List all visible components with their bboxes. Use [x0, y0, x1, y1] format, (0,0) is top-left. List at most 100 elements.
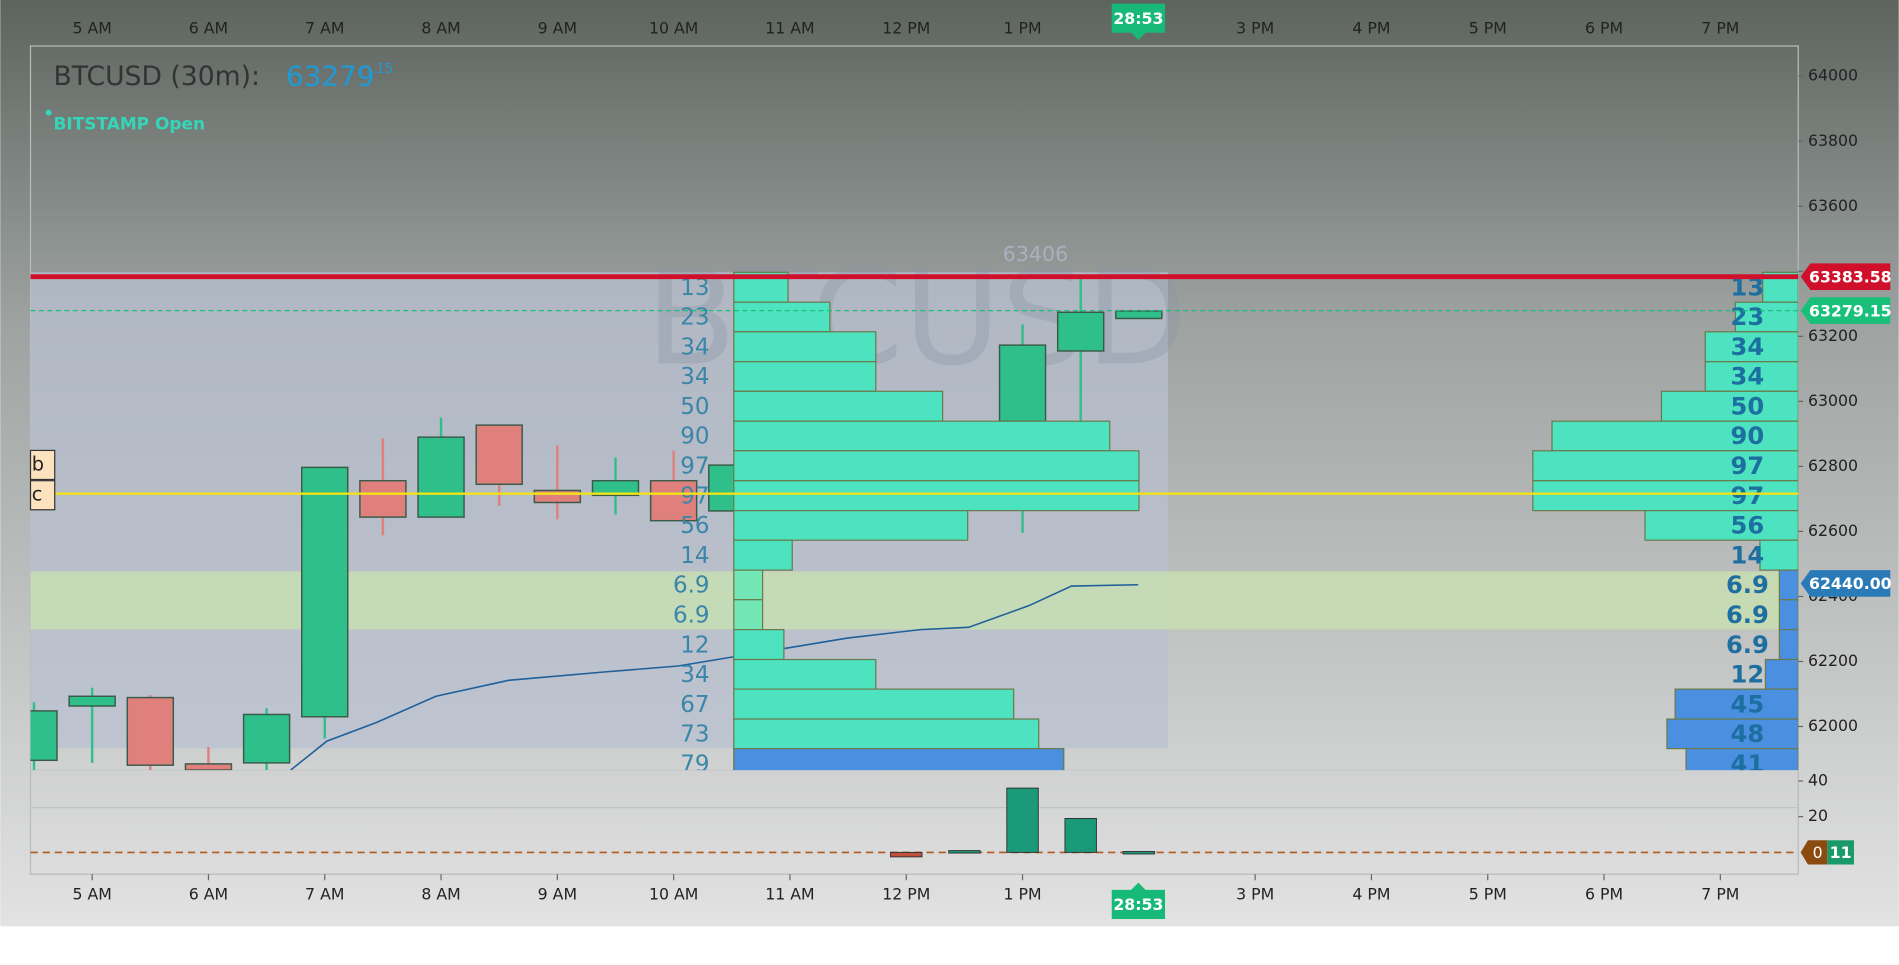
profile-label: 23 [680, 305, 709, 331]
profile-label: 50 [680, 394, 709, 420]
profile-label: 97 [1731, 452, 1765, 480]
x-tick-label-top: 5 AM [72, 19, 111, 38]
x-tick-label-top: 5 PM [1469, 19, 1507, 38]
candle-body [359, 479, 407, 518]
profile-label: 97 [1731, 482, 1765, 510]
y-tick-label: 64000 [1808, 66, 1858, 85]
profile-label: 97 [680, 483, 709, 509]
x-tick-label: 5 AM [72, 884, 111, 903]
main-pane: BTCUSD132334345090979756146.96.912346773… [30, 241, 1799, 778]
left-tag: b [32, 452, 44, 475]
profile-bar [1778, 569, 1799, 601]
candle-body [242, 713, 291, 764]
y-tick-label: 63200 [1808, 326, 1858, 345]
profile-label: 14 [1731, 541, 1765, 569]
countdown-box [1111, 882, 1166, 919]
profile-bar [733, 450, 1140, 482]
profile-bar [1704, 361, 1799, 392]
profile-label: 41 [1731, 750, 1765, 778]
profile-bar [733, 658, 877, 690]
x-tick-label-top: 3 PM [1236, 19, 1274, 38]
x-tick-label-top: 7 AM [305, 19, 344, 38]
profile-bar [1551, 420, 1799, 452]
x-tick-label-top: 1 PM [1004, 19, 1042, 38]
profile-label: 90 [680, 424, 709, 450]
profile-bar [733, 510, 969, 541]
x-tick-label: 3 PM [1236, 884, 1274, 903]
profile-label: 79 [680, 751, 709, 777]
status-dot [45, 109, 52, 116]
highlight-zone [30, 571, 1799, 630]
x-tick-label: 1 PM [1004, 884, 1042, 903]
candle-body [1115, 310, 1163, 320]
left-tag: c [32, 483, 43, 506]
x-tick-label: 7 AM [305, 884, 344, 903]
profile-label: 13 [680, 275, 709, 301]
profile-bar [1644, 510, 1799, 541]
candle-body [998, 344, 1047, 422]
zero-tag [1800, 840, 1828, 865]
profile-bar [733, 688, 1015, 720]
price-tag [1800, 297, 1891, 324]
current-tag [1827, 840, 1854, 865]
x-tick-label-top: 9 AM [538, 19, 577, 38]
profile-label: 34 [680, 662, 709, 688]
profile-label: 56 [680, 513, 709, 539]
profile-label: 56 [1731, 512, 1765, 540]
candle-body [649, 479, 698, 522]
volume-bar [1006, 787, 1039, 853]
x-tick-label-top: 11 AM [765, 19, 814, 38]
profile-label: 12 [1731, 661, 1765, 689]
profile-bar [733, 569, 764, 601]
profile-bar [1685, 747, 1799, 771]
y-tick-label: 63600 [1808, 196, 1858, 215]
profile-label: 67 [680, 692, 709, 718]
current-tag-label: 11 [1830, 843, 1852, 862]
profile-label: 50 [1731, 392, 1765, 420]
profile-bar [1532, 450, 1799, 482]
profile-label: 23 [1731, 303, 1765, 331]
profile-bar [733, 331, 877, 363]
profile-bar [1778, 629, 1799, 661]
x-tick-label-top: 6 AM [189, 19, 228, 38]
x-tick-label: 6 PM [1585, 884, 1623, 903]
countdown: 28:53 [1113, 895, 1163, 914]
x-tick-label-top: 10 AM [649, 19, 698, 38]
profile-label: 14 [680, 543, 709, 569]
profile-bar [733, 301, 831, 333]
zero-tag-label: 0 [1813, 843, 1823, 862]
overlay: 5 AM 5 AM 6 AM 6 AM 7 AM 7 AM 8 AM 8 AM 9 AM 9 AM… [29, 3, 1892, 919]
y-tick-label: 63000 [1808, 391, 1858, 410]
x-tick-label: 10 AM [649, 884, 698, 903]
profile-label: 6.9 [1726, 571, 1769, 599]
y-tick-label: 63800 [1808, 131, 1858, 150]
x-tick-label: 4 PM [1352, 884, 1390, 903]
profile-label: 6.9 [1726, 631, 1769, 659]
price-tag-label: 63279.15 [1809, 301, 1892, 320]
profile-bar [733, 480, 1140, 512]
profile-bar [1759, 539, 1799, 571]
x-tick-label: 5 PM [1469, 884, 1507, 903]
profile-label: 6.9 [673, 602, 710, 628]
price-tag-label: 63383.58 [1809, 267, 1892, 286]
profile-bar [733, 747, 1065, 771]
profile-bar [733, 420, 1111, 452]
y-tick-label: 62800 [1808, 456, 1858, 475]
price-tag [1800, 263, 1891, 290]
left-tag-box [29, 449, 56, 481]
left-tag-box [29, 480, 56, 511]
volume-bar [1064, 817, 1097, 853]
candle-body [68, 695, 116, 707]
symbol-title: BTCUSD (30m): [54, 61, 260, 92]
last-price: 63279 [286, 59, 375, 92]
profile-bar [1674, 688, 1799, 720]
x-tick-label: 9 AM [538, 884, 577, 903]
last-price-fraction: .15 [372, 62, 393, 77]
profile-bar [733, 390, 944, 422]
exchange-status: BITSTAMP Open [54, 114, 206, 134]
candle-body [30, 710, 58, 762]
volume-tick-label: 40 [1808, 770, 1828, 789]
profile-bar [1704, 331, 1799, 363]
